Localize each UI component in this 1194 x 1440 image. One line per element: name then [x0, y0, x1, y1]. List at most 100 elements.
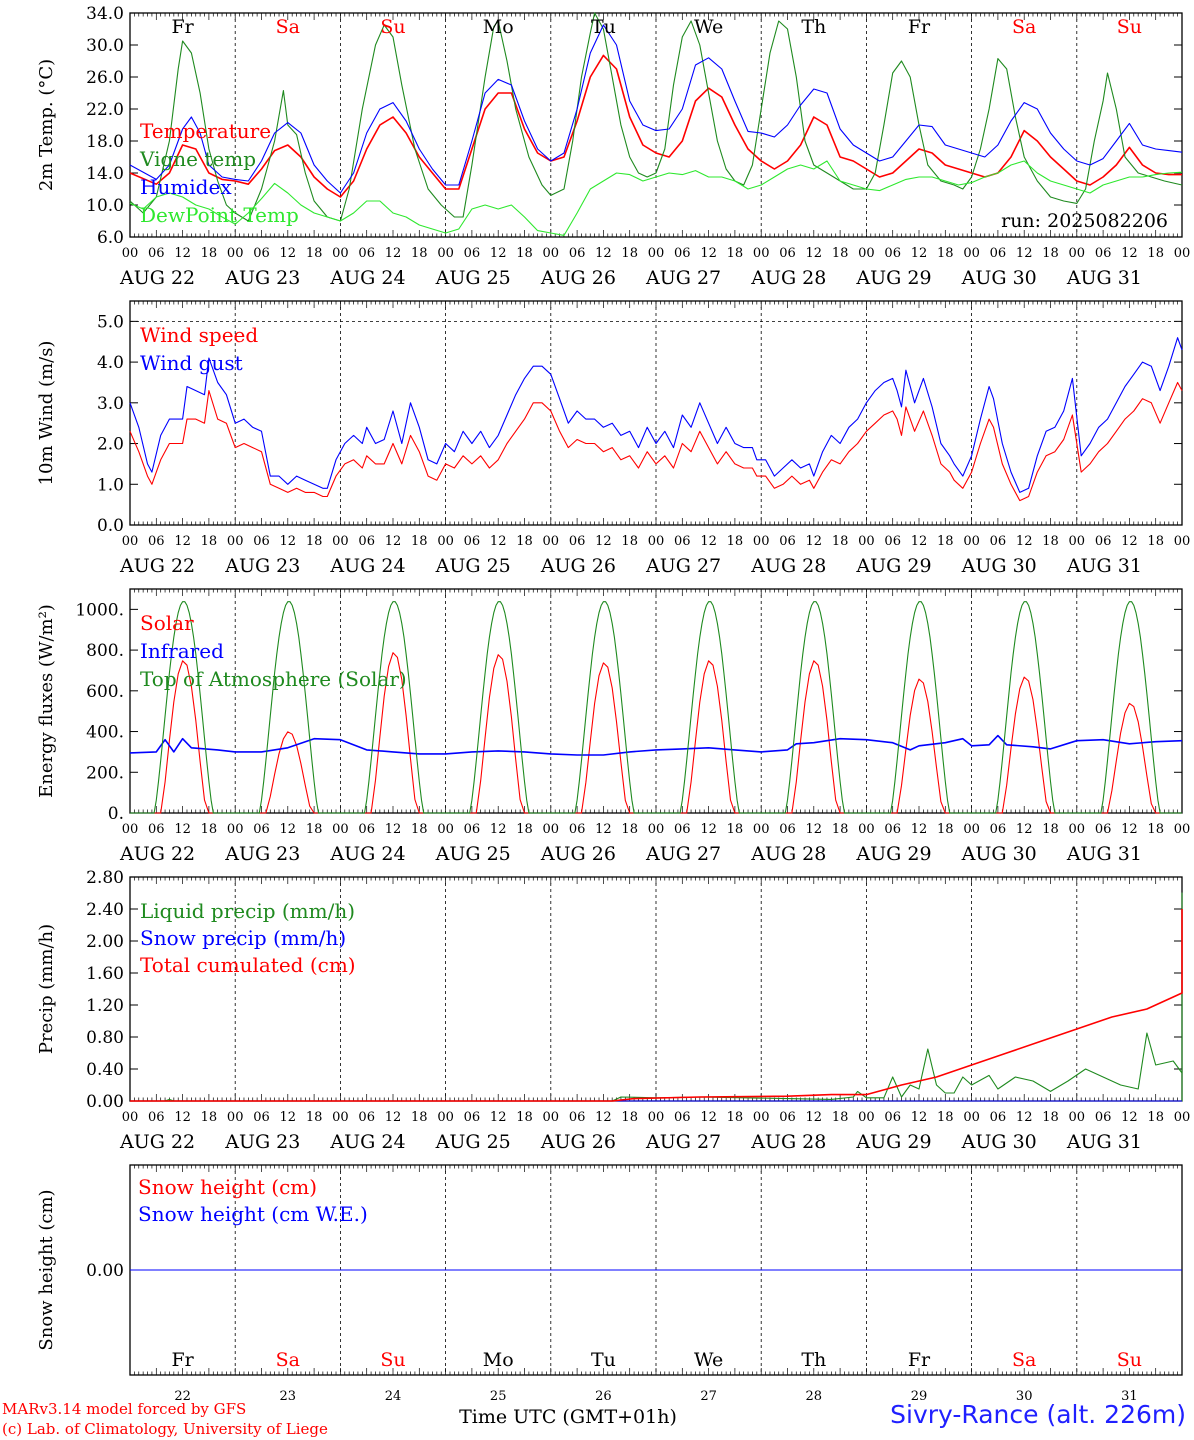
panel-4-hour-label: 12: [806, 1110, 823, 1125]
panel-1-weekday-label: Fr: [908, 16, 931, 38]
panel-3-hour-label: 12: [385, 822, 402, 837]
panel-1-y-tick-label: 6.0: [97, 228, 124, 248]
panel-1-hour-label: 00: [227, 246, 244, 261]
panel-3-y-tick-label: 600.: [86, 682, 124, 702]
panel-1-y-tick-label: 34.0: [86, 4, 124, 24]
panel-4-hour-label: 06: [358, 1110, 375, 1125]
panel-4-date-label: AUG 27: [645, 1131, 721, 1153]
panel-5-weekday-label: Sa: [1012, 1349, 1036, 1371]
panel-3-hour-label: 18: [516, 822, 533, 837]
panel-4-date-label: AUG 26: [540, 1131, 616, 1153]
panel-2-y-tick-label: 5.0: [97, 312, 124, 332]
panel-3-hour-label: 18: [411, 822, 428, 837]
panel-5-weekday-label: Tu: [591, 1349, 616, 1371]
panel-1-hour-label: 00: [437, 246, 454, 261]
panel-4-hour-label: 06: [884, 1110, 901, 1125]
panel-4-hour-label: 00: [753, 1110, 770, 1125]
panel-2-date-label: AUG 22: [119, 555, 195, 577]
panel-4-legend-entry: Snow precip (mm/h): [140, 926, 346, 950]
panel-3-hour-label: 06: [253, 822, 270, 837]
panel-2-hour-label: 18: [727, 534, 744, 549]
panel-2-hour-label: 12: [1016, 534, 1033, 549]
panel-4-hour-label: 00: [648, 1110, 665, 1125]
panel-4-y-tick-label: 1.20: [86, 996, 124, 1016]
panel-2-hour-label: 18: [937, 534, 954, 549]
panel-4-legend-entry: Total cumulated (cm): [140, 953, 356, 977]
panel-3-hour-label: 06: [1095, 822, 1112, 837]
panel-1-hour-label: 18: [621, 246, 638, 261]
panel-4-hour-label: 06: [1095, 1110, 1112, 1125]
panel-1-weekday-label: Th: [801, 16, 826, 38]
panel-2-series-wind-gust: [129, 337, 1183, 493]
panel-1-legend-entry: Vigne temp: [139, 147, 256, 171]
panel-2-hour-label: 06: [464, 534, 481, 549]
panel-2-frame: [129, 300, 1183, 526]
panel-1-y-tick-label: 30.0: [86, 36, 124, 56]
panel-5-day-number: 24: [385, 1389, 402, 1404]
panel-3-hour-label: 12: [911, 822, 928, 837]
panel-2-hour-label: 00: [858, 534, 875, 549]
panel-1-hour-label: 18: [201, 246, 218, 261]
panel-5-y-tick-label: 0.00: [86, 1261, 124, 1281]
panel-4-date-label: AUG 22: [119, 1131, 195, 1153]
panel-3-date-label: AUG 23: [224, 843, 300, 865]
panel-3-date-label: AUG 30: [961, 843, 1037, 865]
panel-5-y-axis-label: Snow height (cm): [36, 1189, 57, 1350]
panel-5-weekday-label: We: [694, 1349, 723, 1371]
panel-1-hour-label: 00: [753, 246, 770, 261]
panel-2-legend-entry: Wind gust: [140, 351, 243, 375]
panel-3-hour-label: 18: [621, 822, 638, 837]
panel-1-hour-label: 12: [700, 246, 717, 261]
panel-1-series-dewpoint-temp: [129, 160, 1183, 236]
panel-4-hour-label: 00: [227, 1110, 244, 1125]
panel-1-weekday-label: Mo: [483, 16, 514, 38]
panel-1-hour-label: 06: [148, 246, 165, 261]
panel-1-hour-label: 00: [858, 246, 875, 261]
panel-2-date-label: AUG 31: [1066, 555, 1142, 577]
panel-1-date-label: AUG 27: [645, 267, 721, 289]
panel-3-hour-label: 00: [437, 822, 454, 837]
panel-3-hour-label: 00: [648, 822, 665, 837]
panel-3-hour-label: 06: [464, 822, 481, 837]
panel-2-date-label: AUG 25: [435, 555, 511, 577]
panel-1-hour-label: 06: [569, 246, 586, 261]
panel-1-date-label: AUG 25: [435, 267, 511, 289]
panel-1-hour-label: 18: [1042, 246, 1059, 261]
panel-5-weekday-label: Su: [1117, 1349, 1142, 1371]
panel-4-date-label: AUG 28: [750, 1131, 826, 1153]
panel-3-hour-label: 00: [122, 822, 139, 837]
panel-3-y-tick-label: 0.: [108, 804, 124, 824]
panel-3-hour-label: 12: [1121, 822, 1138, 837]
panel-1-hour-label: 06: [990, 246, 1007, 261]
panel-3-hour-label: 00: [332, 822, 349, 837]
panel-3-date-label: AUG 28: [750, 843, 826, 865]
panel-3-hour-label: 18: [832, 822, 849, 837]
panel-5-legend-entry: Snow height (cm): [138, 1175, 317, 1199]
panel-3-legend-entry: Top of Atmosphere (Solar): [140, 667, 407, 691]
panel-4-y-tick-label: 2.40: [86, 900, 124, 920]
panel-4-hour-label: 12: [911, 1110, 928, 1125]
panel-5-weekday-label: Th: [801, 1349, 826, 1371]
panel-4-y-axis-label: Precip (mm/h): [36, 924, 57, 1054]
panel-1-weekday-label: Su: [1117, 16, 1142, 38]
panel-1-hour-label: 18: [516, 246, 533, 261]
panel-1-hour-label: 18: [1147, 246, 1164, 261]
panel-3-hour-label: 00: [1174, 822, 1191, 837]
panel-3-date-label: AUG 24: [329, 843, 405, 865]
panel-2-hour-label: 12: [280, 534, 297, 549]
panel-3-hour-label: 06: [358, 822, 375, 837]
panel-4-hour-label: 12: [1121, 1110, 1138, 1125]
panel-1-hour-label: 12: [280, 246, 297, 261]
panel-4-legend-entry: Liquid precip (mm/h): [140, 899, 355, 923]
panel-2-hour-label: 06: [358, 534, 375, 549]
panel-1-y-axis-label: 2m Temp. (°C): [36, 59, 57, 191]
panel-2-hour-label: 00: [332, 534, 349, 549]
panel-4-hour-label: 00: [963, 1110, 980, 1125]
panel-1-legend-entry: Humidex: [140, 175, 232, 199]
panel-5-weekday-label: Fr: [171, 1349, 194, 1371]
panel-2-hour-label: 00: [543, 534, 560, 549]
panel-1-weekday-label: Sa: [276, 16, 300, 38]
panel-5-day-number: 29: [911, 1389, 928, 1404]
panel-4-hour-label: 18: [727, 1110, 744, 1125]
panel-3-date-label: AUG 26: [540, 843, 616, 865]
